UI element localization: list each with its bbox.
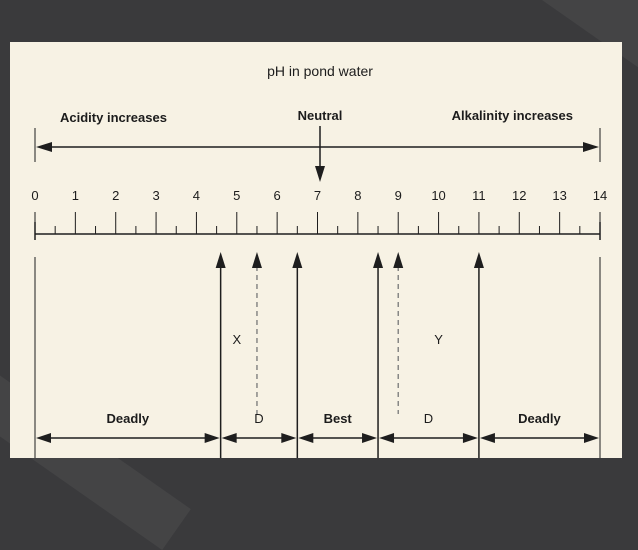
zone-letter-y: Y bbox=[434, 332, 443, 347]
tick-label: 8 bbox=[354, 188, 361, 203]
zone-label-deadly-right: Deadly bbox=[518, 411, 561, 426]
zone-arrowhead-right bbox=[584, 433, 599, 443]
neutral-arrow bbox=[315, 126, 325, 182]
tick-label: 5 bbox=[233, 188, 240, 203]
tick-label: 13 bbox=[552, 188, 566, 203]
x-limit-marker-arrowhead bbox=[251, 252, 262, 268]
tick-labels: 0 1 2 3 4 5 6 7 8 9 10 11 12 13 14 bbox=[31, 188, 607, 203]
best-end-marker-arrowhead bbox=[373, 252, 384, 268]
diagram-title: pH in pond water bbox=[267, 63, 373, 79]
tick-label: 3 bbox=[152, 188, 159, 203]
tick-label: 10 bbox=[431, 188, 445, 203]
diagram-card: pH in pond water Acidity increases Neutr… bbox=[10, 42, 622, 458]
deadly-alkali-limit-marker-arrowhead bbox=[473, 252, 484, 268]
zone-label-best: Best bbox=[324, 411, 353, 426]
zone-arrowhead-right bbox=[462, 433, 478, 443]
acidity-label: Acidity increases bbox=[60, 110, 167, 125]
tick-label: 11 bbox=[472, 188, 486, 203]
tick-label: 12 bbox=[512, 188, 526, 203]
zone-arrowhead-left bbox=[479, 433, 495, 443]
y-limit-marker-arrowhead bbox=[393, 252, 404, 268]
zone-arrowhead-right bbox=[204, 433, 220, 443]
neutral-label: Neutral bbox=[298, 108, 343, 123]
zone-label-deadly-left: Deadly bbox=[107, 411, 150, 426]
zone-arrowhead-left bbox=[379, 433, 395, 443]
deadly-acid-limit-marker-arrowhead bbox=[215, 252, 226, 268]
zone-arrows: Deadly D Best D Deadly bbox=[36, 411, 599, 443]
tick-label: 2 bbox=[112, 188, 119, 203]
zone-label-d-right: D bbox=[424, 411, 433, 426]
tick-label: 9 bbox=[395, 188, 402, 203]
tick-label: 6 bbox=[274, 188, 281, 203]
zone-arrowhead-left bbox=[221, 433, 237, 443]
tick-label: 7 bbox=[314, 188, 321, 203]
zone-arrowhead-left bbox=[36, 433, 51, 443]
tick-label: 1 bbox=[72, 188, 79, 203]
tick-label: 14 bbox=[593, 188, 607, 203]
best-start-marker-arrowhead bbox=[292, 252, 303, 268]
zone-label-d-left: D bbox=[254, 411, 263, 426]
range-arrow bbox=[34, 128, 601, 162]
zone-arrowhead-right bbox=[281, 433, 297, 443]
zone-arrowhead-right bbox=[362, 433, 378, 443]
alkalinity-label: Alkalinity increases bbox=[452, 108, 573, 123]
ph-scale-bar bbox=[34, 212, 601, 240]
zone-markers bbox=[34, 252, 601, 458]
zone-arrowhead-left bbox=[298, 433, 314, 443]
ph-scale-diagram: pH in pond water Acidity increases Neutr… bbox=[31, 63, 607, 458]
tick-label: 0 bbox=[31, 188, 38, 203]
tick-label: 4 bbox=[193, 188, 200, 203]
zone-letter-x: X bbox=[232, 332, 241, 347]
